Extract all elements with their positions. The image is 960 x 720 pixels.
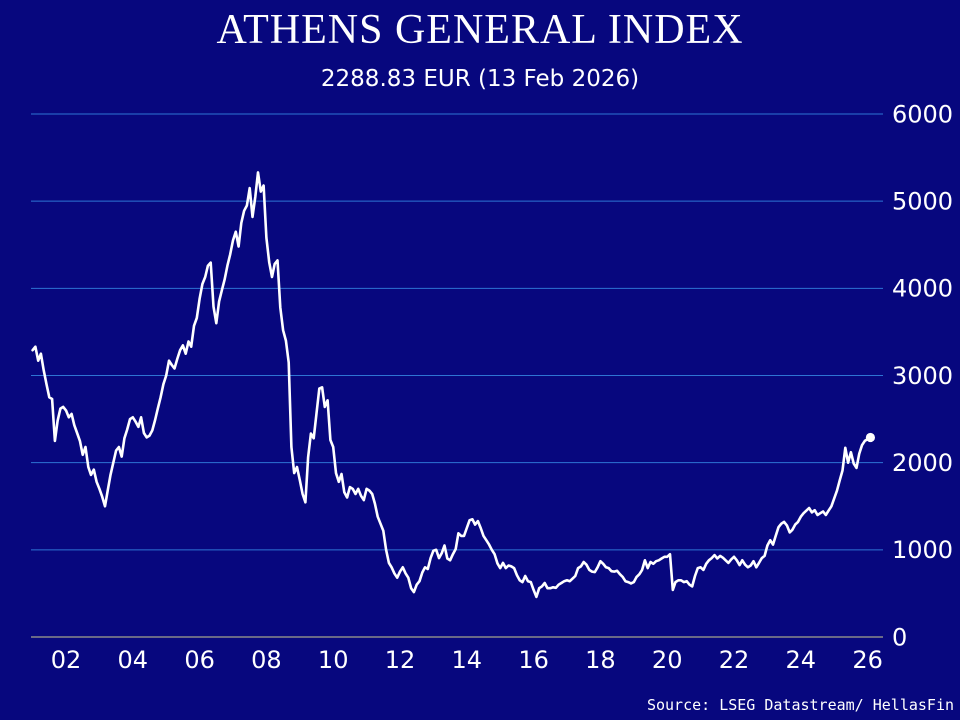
x-axis-tick-label: 18: [585, 646, 616, 674]
x-axis-tick-label: 24: [786, 646, 817, 674]
x-axis-tick-label: 26: [852, 646, 883, 674]
y-axis-tick-label: 2000: [892, 449, 953, 477]
x-axis-tick-label: 10: [318, 646, 349, 674]
chart-subtitle: 2288.83 EUR (13 Feb 2026): [320, 66, 640, 92]
x-axis-tick-label: 14: [452, 646, 483, 674]
y-axis-tick-label: 3000: [892, 362, 953, 390]
y-axis-tick-label: 0: [892, 623, 907, 651]
y-axis-tick-label: 4000: [892, 275, 953, 303]
source-note: Source: LSEG Datastream/ HellasFin: [646, 696, 954, 714]
x-axis-tick-label: 06: [184, 646, 215, 674]
x-axis-tick-label: 16: [518, 646, 549, 674]
x-axis-tick-label: 12: [385, 646, 416, 674]
y-axis-tick-label: 6000: [892, 100, 953, 128]
x-axis-tick-label: 04: [118, 646, 149, 674]
x-axis-tick-label: 08: [251, 646, 282, 674]
price-line: [31, 171, 872, 599]
y-axis-tick-label: 5000: [892, 188, 953, 216]
chart-title: ATHENS GENERAL INDEX: [216, 7, 744, 53]
x-axis-tick-label: 22: [719, 646, 750, 674]
x-axis-tick-label: 02: [51, 646, 82, 674]
latest-value-marker: [865, 432, 876, 443]
y-axis-tick-label: 1000: [892, 536, 953, 564]
x-axis-tick-label: 20: [652, 646, 683, 674]
